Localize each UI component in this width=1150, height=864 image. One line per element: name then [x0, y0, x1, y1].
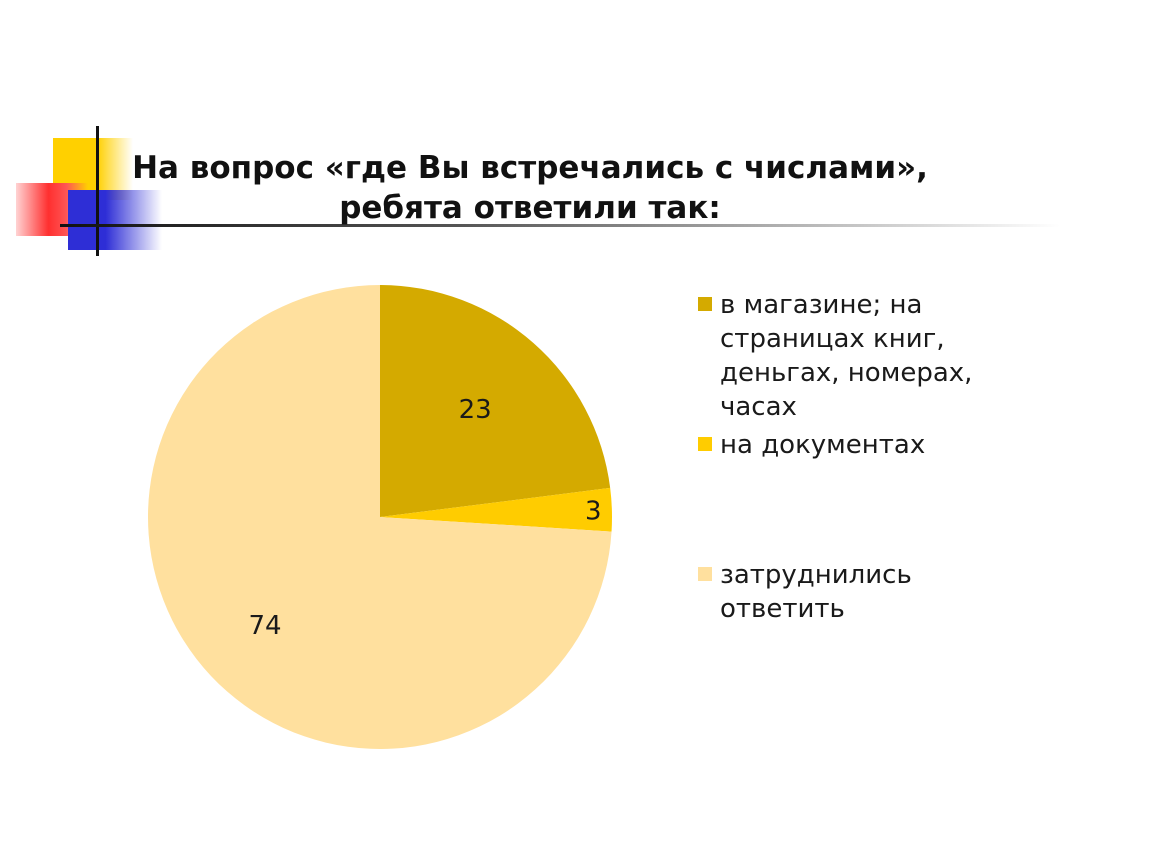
legend-label-difficult-line2: ответить [720, 594, 845, 624]
decor-blue-square [68, 190, 162, 250]
title-line-2: ребята ответили так: [339, 190, 721, 226]
legend-item-shop: в магазине; на страницах книг, деньгах, … [698, 288, 998, 424]
legend-label-documents: на документах [720, 430, 926, 460]
data-label-documents: 3 [585, 496, 602, 526]
data-label-difficult: 74 [248, 611, 281, 641]
slide-title: На вопрос «где Вы встречались с числами»… [0, 148, 1060, 228]
legend-label-shop-line3: деньгах, номерах, [720, 358, 973, 388]
legend-label-shop-line1: в магазине; на [720, 290, 923, 320]
legend-item-difficult: затруднились ответить [698, 558, 998, 626]
chart-legend: в магазине; на страницах книг, деньгах, … [698, 288, 998, 626]
title-line-1: На вопрос «где Вы встречались с числами»… [132, 150, 928, 186]
pie-slice-difficult [147, 285, 612, 749]
decor-vertical-line [96, 126, 99, 256]
legend-label-shop-line4: часах [720, 392, 797, 422]
decor-horizontal-line [60, 224, 1060, 227]
legend-item-documents: на документах [698, 428, 998, 462]
legend-swatch-shop [698, 297, 712, 311]
legend-label-shop-line2: страницах книг, [720, 324, 945, 354]
legend-swatch-difficult [698, 567, 712, 581]
legend-label-difficult-line1: затруднились [720, 560, 912, 590]
legend-swatch-documents [698, 437, 712, 451]
data-label-shop: 23 [459, 395, 492, 425]
pie-slice-documents [380, 487, 612, 532]
pie-slice-shop [380, 285, 611, 517]
